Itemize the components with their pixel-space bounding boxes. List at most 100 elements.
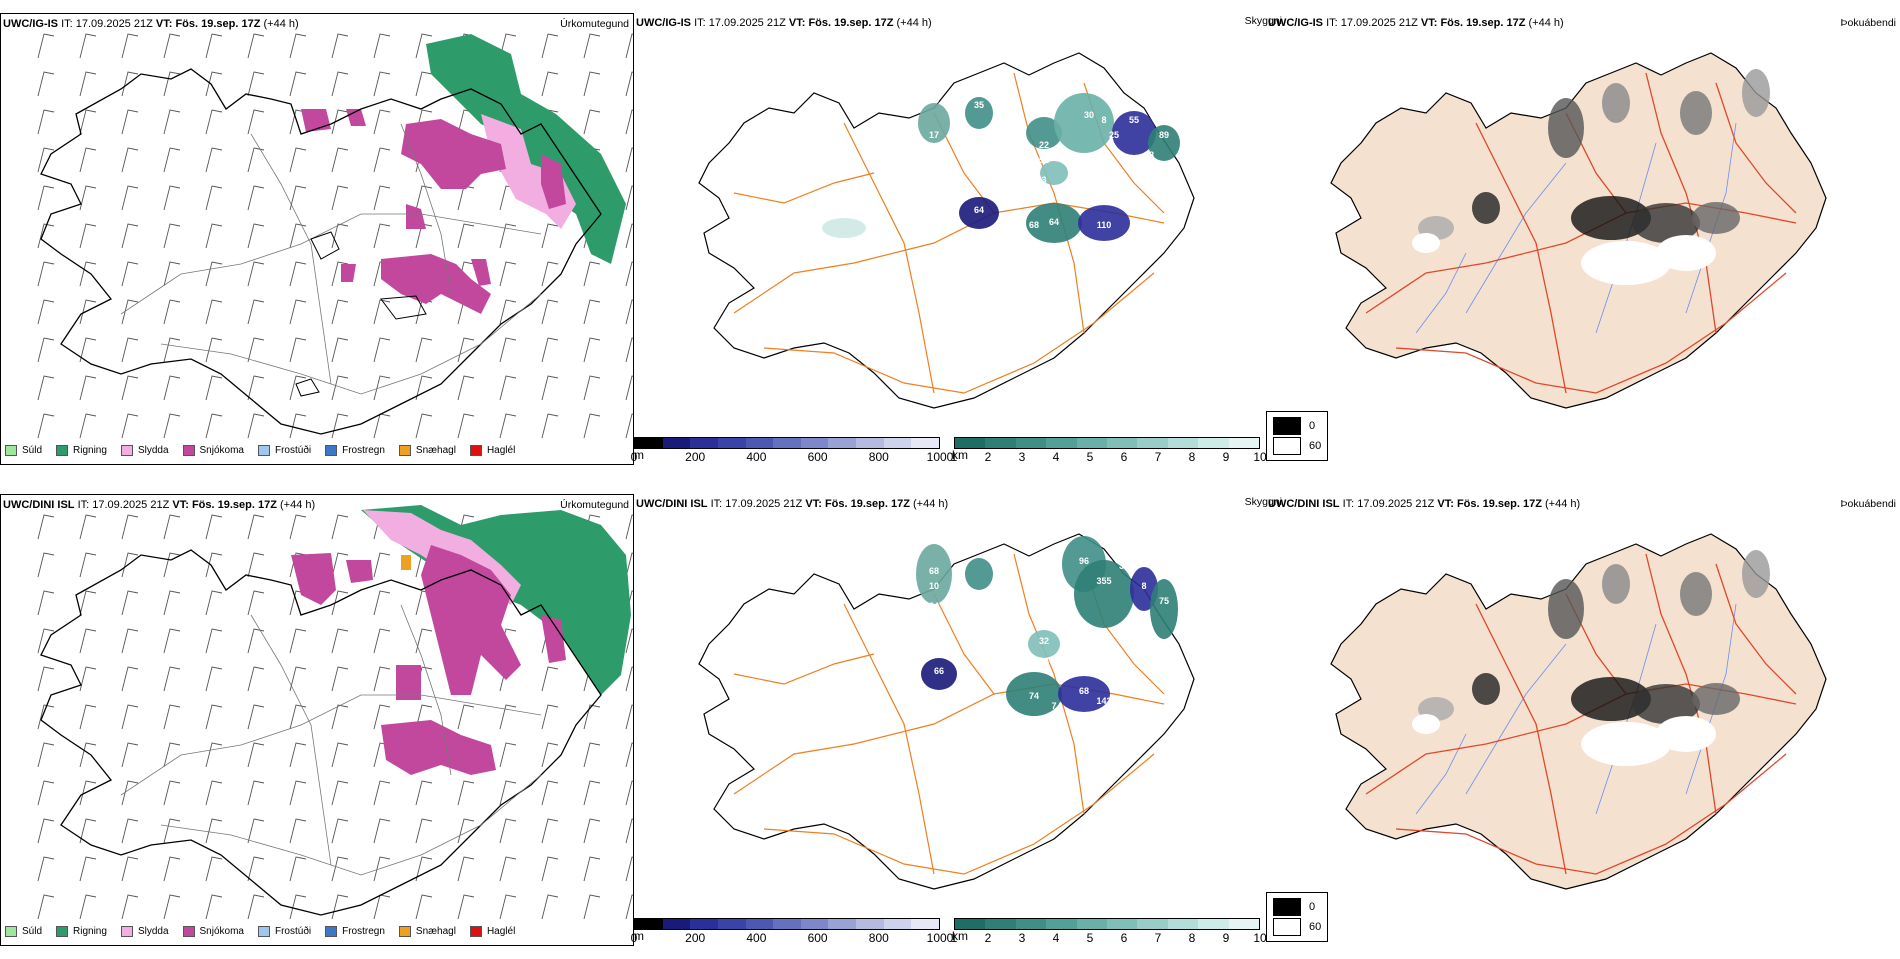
visibility-label: 68: [929, 566, 939, 576]
visibility-label: 34: [1039, 656, 1049, 666]
wind-barb: [247, 628, 265, 654]
visibility-area: [1078, 205, 1130, 241]
wind-barb: [37, 147, 55, 173]
wind-barb: [583, 337, 601, 363]
wind-barb: [373, 109, 391, 135]
fog-areas: [1418, 550, 1770, 724]
wind-barb: [79, 413, 97, 439]
wind-barb: [289, 261, 307, 287]
wind-barb: [289, 628, 307, 654]
wind-barb: [247, 33, 265, 59]
visibility-areas: [822, 93, 1180, 243]
panel-header: UWC/DINI ISL IT: 17.09.2025 21Z VT: Fös.…: [3, 499, 316, 511]
wind-barb: [583, 299, 601, 325]
visibility-label: 9: [1076, 240, 1081, 250]
wind-barb: [625, 856, 633, 882]
white-areas: [1412, 714, 1716, 766]
wind-barb: [583, 894, 601, 920]
wind-barb: [583, 413, 601, 439]
wind-barb: [331, 514, 349, 540]
legend-item: Snæhagl: [398, 926, 456, 937]
cloud-legend-row: 60: [1273, 917, 1321, 937]
precip-panel-row1: UWC/IG-IS IT: 17.09.2025 21Z VT: Fös. 19…: [0, 13, 634, 465]
visibility-area: [1026, 117, 1062, 149]
colorbar-step: [1167, 919, 1199, 929]
wind-barb: [331, 628, 349, 654]
wind-barb: [163, 894, 181, 920]
colorbar-step: [662, 919, 691, 929]
fog-area: [1742, 550, 1770, 598]
wind-barb: [373, 71, 391, 97]
panel-title: Skyggni: [1244, 496, 1282, 508]
wind-barb: [583, 375, 601, 401]
wind-barb: [247, 299, 265, 325]
wind-barb: [205, 375, 223, 401]
colorbar-step: [955, 919, 986, 929]
wind-barb: [79, 704, 97, 730]
colorbar-tick: 8: [1188, 931, 1196, 945]
fog-area: [1742, 69, 1770, 117]
colorbar-tick: 4: [1052, 931, 1060, 945]
wind-barb: [79, 299, 97, 325]
colorbar-tick: 1000: [926, 450, 954, 464]
visibility-label: 89: [1159, 130, 1169, 140]
wind-barb: [583, 780, 601, 806]
wind-barb: [163, 666, 181, 692]
wind-barb: [583, 71, 601, 97]
wind-barb: [373, 375, 391, 401]
wind-barb: [121, 742, 139, 768]
wind-barb: [331, 33, 349, 59]
visibility-label: 38: [1144, 150, 1154, 160]
wind-barb: [499, 704, 517, 730]
wind-barb: [457, 375, 475, 401]
clouds-panel-row1: UWC/IG-IS IT: 17.09.2025 21Z VT: Fös. 19…: [1266, 13, 1900, 478]
wind-barb: [289, 856, 307, 882]
wind-barb: [583, 856, 601, 882]
wind-barb: [289, 375, 307, 401]
wind-barb: [289, 71, 307, 97]
wind-barb: [373, 147, 391, 173]
wind-barb: [79, 71, 97, 97]
wind-barb: [625, 818, 633, 844]
wind-barb: [163, 71, 181, 97]
colorbar-tick: 4: [1052, 450, 1060, 464]
wind-barb: [205, 185, 223, 211]
wind-barb: [121, 628, 139, 654]
precip-map: [37, 33, 633, 439]
wind-barb: [79, 223, 97, 249]
visibility-label: 7: [1051, 701, 1056, 711]
wind-barb: [331, 299, 349, 325]
fog-area: [1571, 196, 1651, 240]
glaciers: [295, 231, 427, 397]
wind-barb: [37, 33, 55, 59]
visibility-area: [1112, 111, 1156, 155]
wind-barb: [205, 780, 223, 806]
wind-barb: [79, 109, 97, 135]
wind-barb: [331, 413, 349, 439]
visibility-area: [1058, 676, 1110, 712]
wind-barb: [247, 147, 265, 173]
colorbar-step: [828, 919, 857, 929]
wind-barb: [331, 590, 349, 616]
visibility-colorbar-bar: [954, 437, 1260, 449]
wind-barb: [247, 666, 265, 692]
precip-type-legend: Súld Rigning Slydda Snjókoma Frostúði Frostre…: [5, 445, 515, 456]
wind-barb: [289, 147, 307, 173]
visibility-label: 68: [1079, 686, 1089, 696]
wind-barb: [79, 666, 97, 692]
panel-header: UWC/IG-IS IT: 17.09.2025 21Z VT: Fös. 19…: [636, 17, 932, 29]
visibility-area: [959, 197, 999, 229]
colorbar-tick: 0: [630, 931, 638, 945]
wind-barb: [415, 856, 433, 882]
visibility-unit: km: [952, 929, 968, 943]
wind-barb: [37, 704, 55, 730]
roads: [733, 553, 1165, 875]
wind-barb: [247, 590, 265, 616]
colorbar-tick: 7: [1154, 931, 1162, 945]
wind-barb: [163, 299, 181, 325]
fog-area: [1632, 684, 1700, 724]
altitude-colorbar-bar: [634, 918, 940, 930]
wind-barb: [625, 223, 633, 249]
wind-barb: [205, 894, 223, 920]
cloud-legend-row: 0: [1273, 416, 1321, 436]
